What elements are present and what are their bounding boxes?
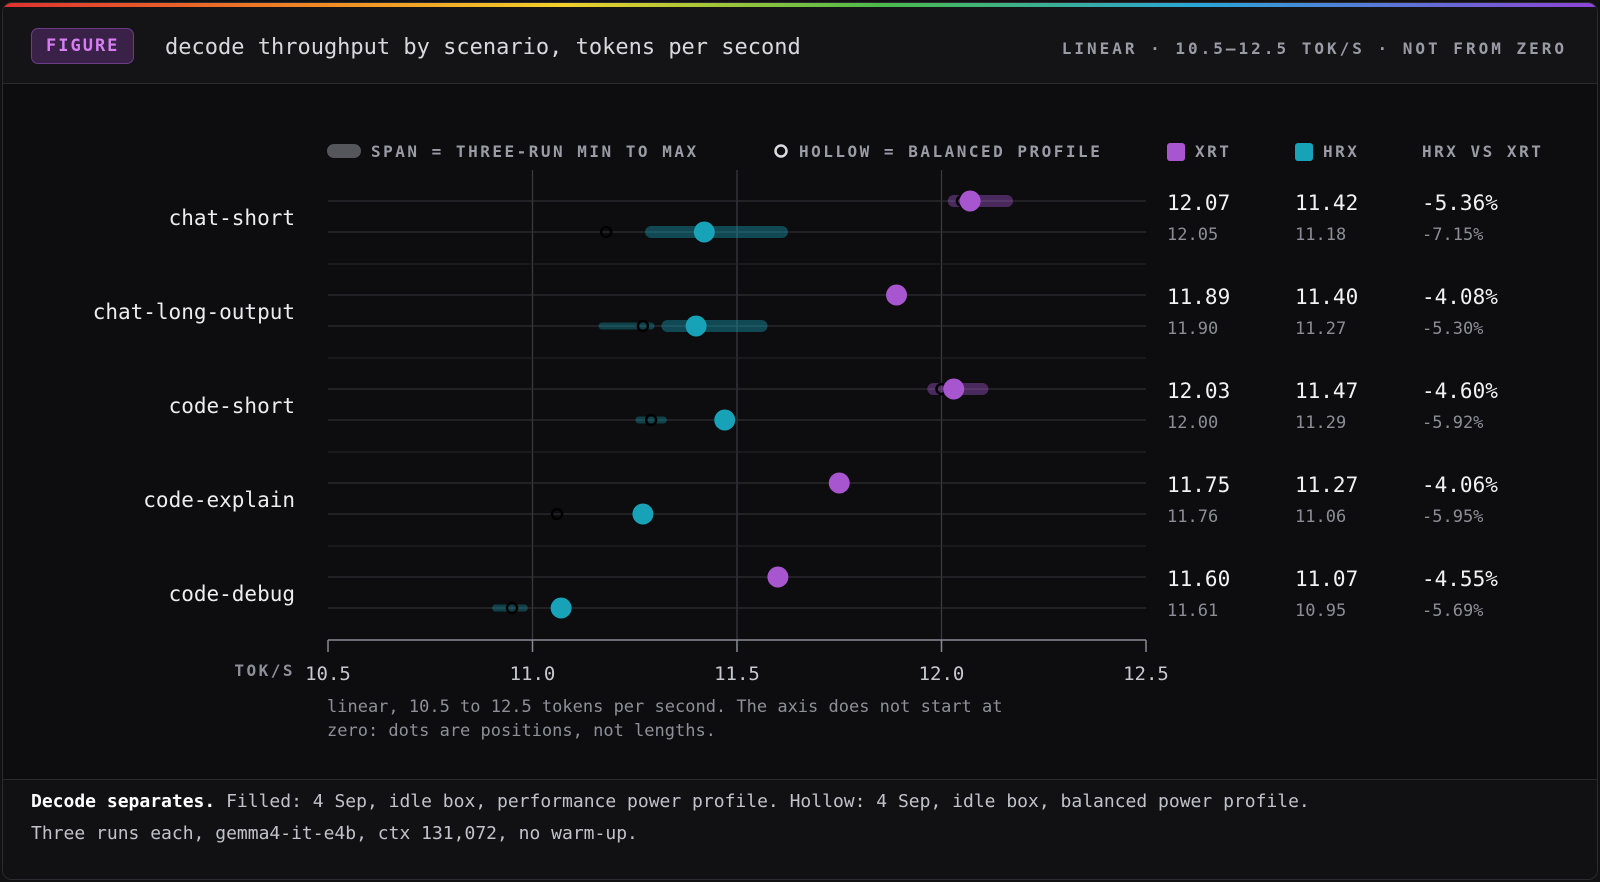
hrx-balanced-value: 11.06 bbox=[1295, 507, 1346, 527]
xrt-balanced-value: 12.00 bbox=[1167, 413, 1218, 433]
hrx-performance-dot bbox=[632, 503, 654, 525]
hrx-performance-dot bbox=[685, 315, 707, 337]
figure-caption: Decode separates. Filled: 4 Sep, idle bo… bbox=[3, 779, 1597, 879]
hrx-value: 11.27 bbox=[1295, 473, 1358, 497]
xrt-column-header: XRT bbox=[1195, 142, 1231, 161]
scale-note: LINEAR · 10.5–12.5 TOK/S · NOT FROM ZERO bbox=[1061, 39, 1567, 58]
caption-lead: Decode separates. bbox=[31, 791, 216, 812]
caption-line-2: Three runs each, gemma4-it-e4b, ctx 131,… bbox=[31, 823, 638, 844]
delta-value: -4.08% bbox=[1422, 285, 1498, 309]
scenario-row: code-debug 11.60 11.61 11.07 10.95 -4.55% -5.6… bbox=[169, 566, 1498, 621]
x-tick-label: 11.0 bbox=[510, 663, 556, 685]
hollow-legend-label: HOLLOW = BALANCED PROFILE bbox=[799, 142, 1102, 161]
hrx-balanced-value: 11.18 bbox=[1295, 225, 1346, 245]
hrx-legend-swatch bbox=[1295, 143, 1313, 161]
axis-note-line-1: linear, 10.5 to 12.5 tokens per second. … bbox=[327, 697, 1003, 717]
xrt-performance-dot bbox=[943, 378, 965, 400]
x-tick-label: 10.5 bbox=[305, 663, 351, 685]
axis-note-line-2: zero: dots are positions, not lengths. bbox=[327, 721, 716, 741]
hrx-balanced-value: 11.29 bbox=[1295, 413, 1346, 433]
delta-balanced-value: -7.15% bbox=[1422, 225, 1483, 245]
hrx-performance-dot bbox=[550, 597, 572, 619]
figure-badge: FIGURE bbox=[31, 28, 135, 64]
delta-balanced-value: -5.69% bbox=[1422, 601, 1483, 621]
span-legend-label: SPAN = THREE-RUN MIN TO MAX bbox=[371, 142, 699, 161]
caption-line-1: Filled: 4 Sep, idle box, performance pow… bbox=[215, 791, 1310, 812]
hrx-balanced-value: 11.27 bbox=[1295, 319, 1346, 339]
x-tick-label: 12.5 bbox=[1123, 663, 1169, 685]
xrt-legend-swatch bbox=[1167, 143, 1185, 161]
scenario-row: chat-long-output 11.89 11.90 11.40 11.27 -4.0… bbox=[93, 284, 1498, 339]
delta-value: -4.60% bbox=[1422, 379, 1498, 403]
scenario-row: code-short 12.03 12.00 11.47 11.29 -4.60% -5.9… bbox=[169, 378, 1498, 433]
delta-value: -4.06% bbox=[1422, 473, 1498, 497]
xrt-performance-dot bbox=[959, 190, 981, 212]
hrx-performance-dot bbox=[693, 221, 715, 243]
hrx-balanced-marker bbox=[636, 319, 650, 333]
grid bbox=[328, 170, 1146, 640]
scenario-label: chat-long-output bbox=[93, 300, 295, 324]
xrt-balanced-value: 12.05 bbox=[1167, 225, 1218, 245]
hrx-balanced-value: 10.95 bbox=[1295, 601, 1346, 621]
delta-value: -5.36% bbox=[1422, 191, 1498, 215]
delta-balanced-value: -5.30% bbox=[1422, 319, 1483, 339]
rainbow-accent-bar bbox=[3, 3, 1597, 7]
caption-text: Decode separates. Filled: 4 Sep, idle bo… bbox=[31, 786, 1571, 850]
scenario-label: code-explain bbox=[143, 488, 295, 512]
xrt-performance-dot bbox=[828, 472, 850, 494]
hrx-value: 11.40 bbox=[1295, 285, 1358, 309]
x-axis-unit-label: TOK/S bbox=[234, 661, 295, 680]
x-tick-label: 11.5 bbox=[714, 663, 760, 685]
scenario-row: chat-short 12.07 12.05 11.42 11.18 -5.36% -7.1… bbox=[169, 190, 1498, 245]
legend: SPAN = THREE-RUN MIN TO MAX HOLLOW = BAL… bbox=[327, 142, 1543, 161]
xrt-balanced-value: 11.61 bbox=[1167, 601, 1218, 621]
hrx-value: 11.47 bbox=[1295, 379, 1358, 403]
delta-balanced-value: -5.92% bbox=[1422, 413, 1483, 433]
hrx-column-header: HRX bbox=[1323, 142, 1359, 161]
xrt-value: 12.03 bbox=[1167, 379, 1230, 403]
scenario-label: code-short bbox=[169, 394, 295, 418]
delta-balanced-value: -5.95% bbox=[1422, 507, 1483, 527]
chart-area: SPAN = THREE-RUN MIN TO MAX HOLLOW = BAL… bbox=[3, 84, 1597, 764]
delta-value: -4.55% bbox=[1422, 567, 1498, 591]
hrx-value: 11.07 bbox=[1295, 567, 1358, 591]
xrt-value: 11.60 bbox=[1167, 567, 1230, 591]
xrt-performance-dot bbox=[886, 284, 908, 306]
xrt-value: 11.75 bbox=[1167, 473, 1230, 497]
figure-title: decode throughput by scenario, tokens pe… bbox=[165, 35, 801, 60]
xrt-performance-dot bbox=[767, 566, 789, 588]
scenario-rows: chat-short 12.07 12.05 11.42 11.18 -5.36% -7.1… bbox=[93, 190, 1498, 621]
x-tick-label: 12.0 bbox=[919, 663, 965, 685]
xrt-balanced-value: 11.90 bbox=[1167, 319, 1218, 339]
hollow-legend-marker bbox=[774, 144, 788, 158]
hrx-performance-dot bbox=[714, 409, 736, 431]
hrx-balanced-marker bbox=[644, 413, 658, 427]
hrx-balanced-marker bbox=[550, 507, 564, 521]
span-legend-swatch bbox=[327, 144, 361, 158]
scenario-row: code-explain 11.75 11.76 11.27 11.06 -4.06% -5… bbox=[143, 472, 1498, 527]
scenario-label: chat-short bbox=[169, 206, 295, 230]
figure-header: FIGURE decode throughput by scenario, to… bbox=[3, 7, 1597, 84]
xrt-value: 12.07 bbox=[1167, 191, 1230, 215]
xrt-value: 11.89 bbox=[1167, 285, 1230, 309]
hrx-balanced-marker bbox=[505, 601, 519, 615]
delta-column-header: HRX VS XRT bbox=[1422, 142, 1543, 161]
scenario-label: code-debug bbox=[169, 582, 295, 606]
hrx-value: 11.42 bbox=[1295, 191, 1358, 215]
dot-range-chart: SPAN = THREE-RUN MIN TO MAX HOLLOW = BAL… bbox=[93, 142, 1543, 741]
xrt-balanced-value: 11.76 bbox=[1167, 507, 1218, 527]
hrx-balanced-marker bbox=[599, 225, 613, 239]
x-axis: TOK/S linear, 10.5 to 12.5 tokens per se… bbox=[234, 639, 1169, 741]
